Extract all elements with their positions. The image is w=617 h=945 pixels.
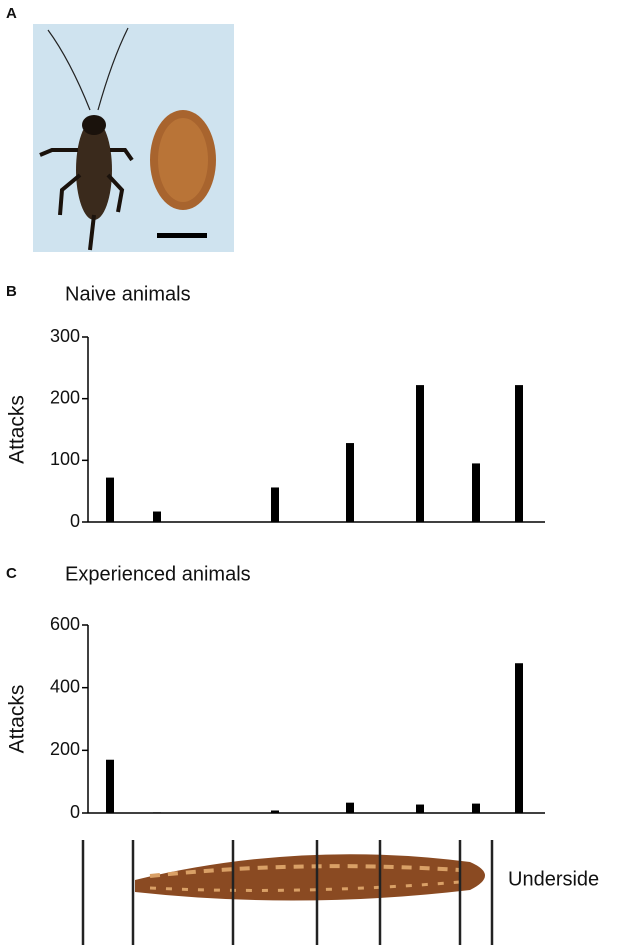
chart-title: Naive animals — [65, 283, 191, 305]
bar — [416, 804, 424, 813]
bar — [106, 477, 114, 522]
panel-label: B — [6, 283, 17, 300]
y-axis-label: Attacks — [6, 395, 29, 464]
bar — [515, 663, 523, 813]
bar — [346, 443, 354, 522]
bar — [153, 812, 161, 813]
image-caption: Underside — [508, 868, 599, 890]
y-tick-label: 0 — [70, 511, 80, 531]
y-tick-label: 0 — [70, 802, 80, 822]
chart-title: Experienced animals — [65, 563, 251, 585]
y-tick-label: 200 — [50, 387, 80, 407]
y-tick-label: 600 — [50, 614, 80, 634]
panel-label: A — [6, 5, 17, 22]
bar — [472, 803, 480, 813]
y-tick-label: 200 — [50, 739, 80, 759]
y-tick-label: 100 — [50, 449, 80, 469]
y-tick-label: 400 — [50, 676, 80, 696]
y-tick-label: 300 — [50, 326, 80, 346]
bar — [271, 810, 279, 813]
panel-label: C — [6, 565, 17, 582]
y-axis-label: Attacks — [6, 685, 29, 754]
bar — [106, 759, 114, 813]
bar — [515, 385, 523, 522]
bar — [346, 802, 354, 813]
photo-underside — [81, 840, 494, 945]
bar — [271, 487, 279, 522]
bar — [472, 463, 480, 522]
bar — [416, 385, 424, 522]
bar — [153, 511, 161, 522]
photo-a — [33, 24, 234, 252]
